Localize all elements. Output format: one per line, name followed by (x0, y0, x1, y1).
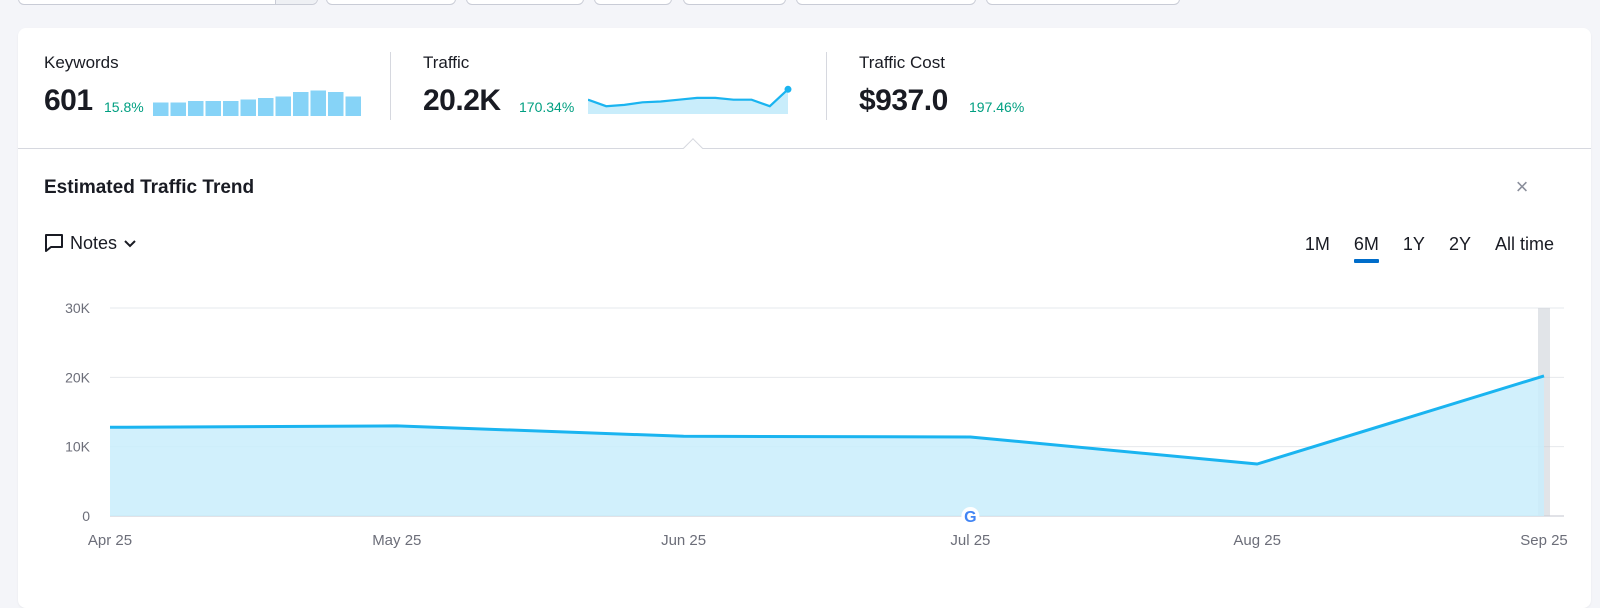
metric-label: Traffic Cost (859, 53, 945, 72)
metric-value: 20.2K (423, 84, 501, 117)
sparkline-area (588, 89, 788, 114)
metric-label: Keywords (44, 53, 119, 72)
metric-traffic-cost[interactable]: Traffic Cost $937.0 197.46% (859, 53, 1024, 117)
sparkline-line (588, 88, 789, 108)
filter-button[interactable] (986, 0, 1180, 5)
metric-value: $937.0 (859, 84, 948, 117)
metric-delta: 15.8% (104, 99, 144, 115)
search-button[interactable] (275, 0, 317, 4)
keywords-bar (293, 92, 309, 116)
filter-button[interactable] (466, 0, 584, 5)
keywords-bar (310, 90, 326, 116)
tab-1m[interactable]: 1M (1304, 234, 1330, 254)
keywords-bar (240, 99, 256, 116)
filter-button[interactable] (594, 0, 672, 5)
close-icon[interactable]: × (1515, 174, 1529, 199)
keywords-bar (188, 101, 204, 116)
keywords-bar (205, 101, 221, 116)
comment-icon (45, 234, 63, 252)
filter-button[interactable] (683, 0, 786, 5)
search-field[interactable] (18, 0, 318, 5)
keywords-bar (345, 96, 361, 116)
tab-1y[interactable]: 1Y (1402, 234, 1425, 254)
divider (826, 52, 827, 120)
chevron-down-icon (124, 240, 136, 248)
metric-keywords[interactable]: Keywords 601 15.8% (44, 53, 361, 117)
panel-title: Estimated Traffic Trend (44, 177, 255, 198)
tab-6m[interactable]: 6M (1353, 234, 1379, 263)
metric-traffic[interactable]: Traffic 20.2K 170.34% (423, 53, 792, 117)
notes-dropdown[interactable]: Notes (44, 231, 137, 255)
keywords-bar (328, 92, 344, 116)
tab-2y[interactable]: 2Y (1448, 234, 1471, 254)
metric-label: Traffic (423, 53, 470, 72)
filter-button[interactable] (796, 0, 976, 5)
notes-label: Notes (70, 232, 118, 253)
keywords-bar (170, 102, 186, 116)
metrics-row: Keywords 601 15.8% Traffic 20.2K 170.34%… (18, 28, 1591, 149)
keywords-bar-sparkline (153, 90, 361, 116)
keywords-bar (153, 102, 169, 116)
keywords-bar (223, 101, 239, 116)
traffic-sparkline (588, 85, 792, 114)
keywords-bar (275, 96, 291, 116)
tab-all-time[interactable]: All time (1494, 234, 1554, 254)
filter-bar (0, 0, 1600, 8)
metric-delta: 197.46% (969, 99, 1025, 115)
keywords-bar (258, 98, 274, 116)
metric-value: 601 (44, 84, 93, 117)
sparkline-point (784, 85, 792, 93)
metric-delta: 170.34% (519, 99, 575, 115)
divider (390, 52, 391, 120)
filter-button[interactable] (326, 0, 456, 5)
traffic-card: Keywords 601 15.8% Traffic 20.2K 170.34%… (18, 28, 1591, 608)
period-tabs: 1M 6M 1Y 2Y All time (1281, 234, 1554, 263)
